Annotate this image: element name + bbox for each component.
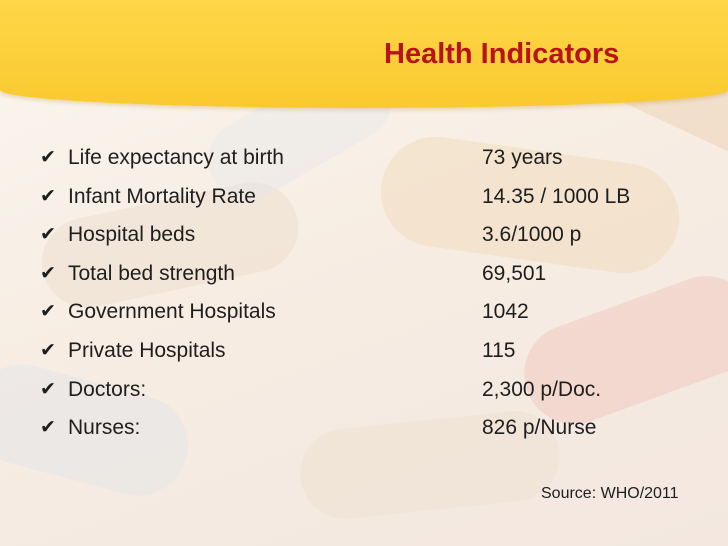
indicator-value: 3.6/1000 p xyxy=(482,223,582,247)
list-item: ✔ Total bed strength 69,501 xyxy=(40,260,690,299)
list-item: ✔ Nurses: 826 p/Nurse xyxy=(40,414,690,453)
indicator-label: Life expectancy at birth xyxy=(68,146,284,169)
indicator-label: Private Hospitals xyxy=(68,338,226,362)
list-item: ✔ Infant Mortality Rate 14.35 / 1000 LB xyxy=(40,183,690,222)
indicator-value: 14.35 / 1000 LB xyxy=(482,184,631,208)
checkmark-icon: ✔ xyxy=(40,301,56,323)
indicator-value: 73 years xyxy=(482,146,563,169)
list-item: ✔ Life expectancy at birth 73 years xyxy=(40,144,690,183)
title-banner xyxy=(0,0,728,108)
checkmark-icon: ✔ xyxy=(40,147,56,168)
indicator-value: 69,501 xyxy=(482,261,547,285)
indicator-label: Government Hospitals xyxy=(68,300,276,324)
checkmark-icon: ✔ xyxy=(40,339,56,361)
list-item: ✔ Doctors: 2,300 p/Doc. xyxy=(40,376,690,415)
checkmark-icon: ✔ xyxy=(40,185,56,207)
indicator-list: ✔ Life expectancy at birth 73 years ✔ In… xyxy=(40,144,690,453)
indicator-label: Nurses: xyxy=(68,416,141,440)
indicator-value: 826 p/Nurse xyxy=(482,416,597,440)
checkmark-icon: ✔ xyxy=(40,262,56,284)
list-item: ✔ Hospital beds 3.6/1000 p xyxy=(40,221,690,260)
indicator-value: 115 xyxy=(482,338,516,362)
source-note: Source: WHO/2011 xyxy=(541,485,679,502)
indicator-value: 2,300 p/Doc. xyxy=(482,377,602,401)
indicator-label: Total bed strength xyxy=(68,261,235,285)
list-item: ✔ Government Hospitals 1042 xyxy=(40,298,690,337)
indicator-label: Doctors: xyxy=(68,377,147,401)
slide-title: Health Indicators xyxy=(384,38,620,70)
checkmark-icon: ✔ xyxy=(40,378,56,400)
checkmark-icon: ✔ xyxy=(40,224,56,246)
indicator-value: 1042 xyxy=(482,300,529,324)
indicator-label: Infant Mortality Rate xyxy=(68,184,256,208)
list-item: ✔ Private Hospitals 115 xyxy=(40,337,690,376)
checkmark-icon: ✔ xyxy=(40,417,56,439)
indicator-label: Hospital beds xyxy=(68,223,196,247)
